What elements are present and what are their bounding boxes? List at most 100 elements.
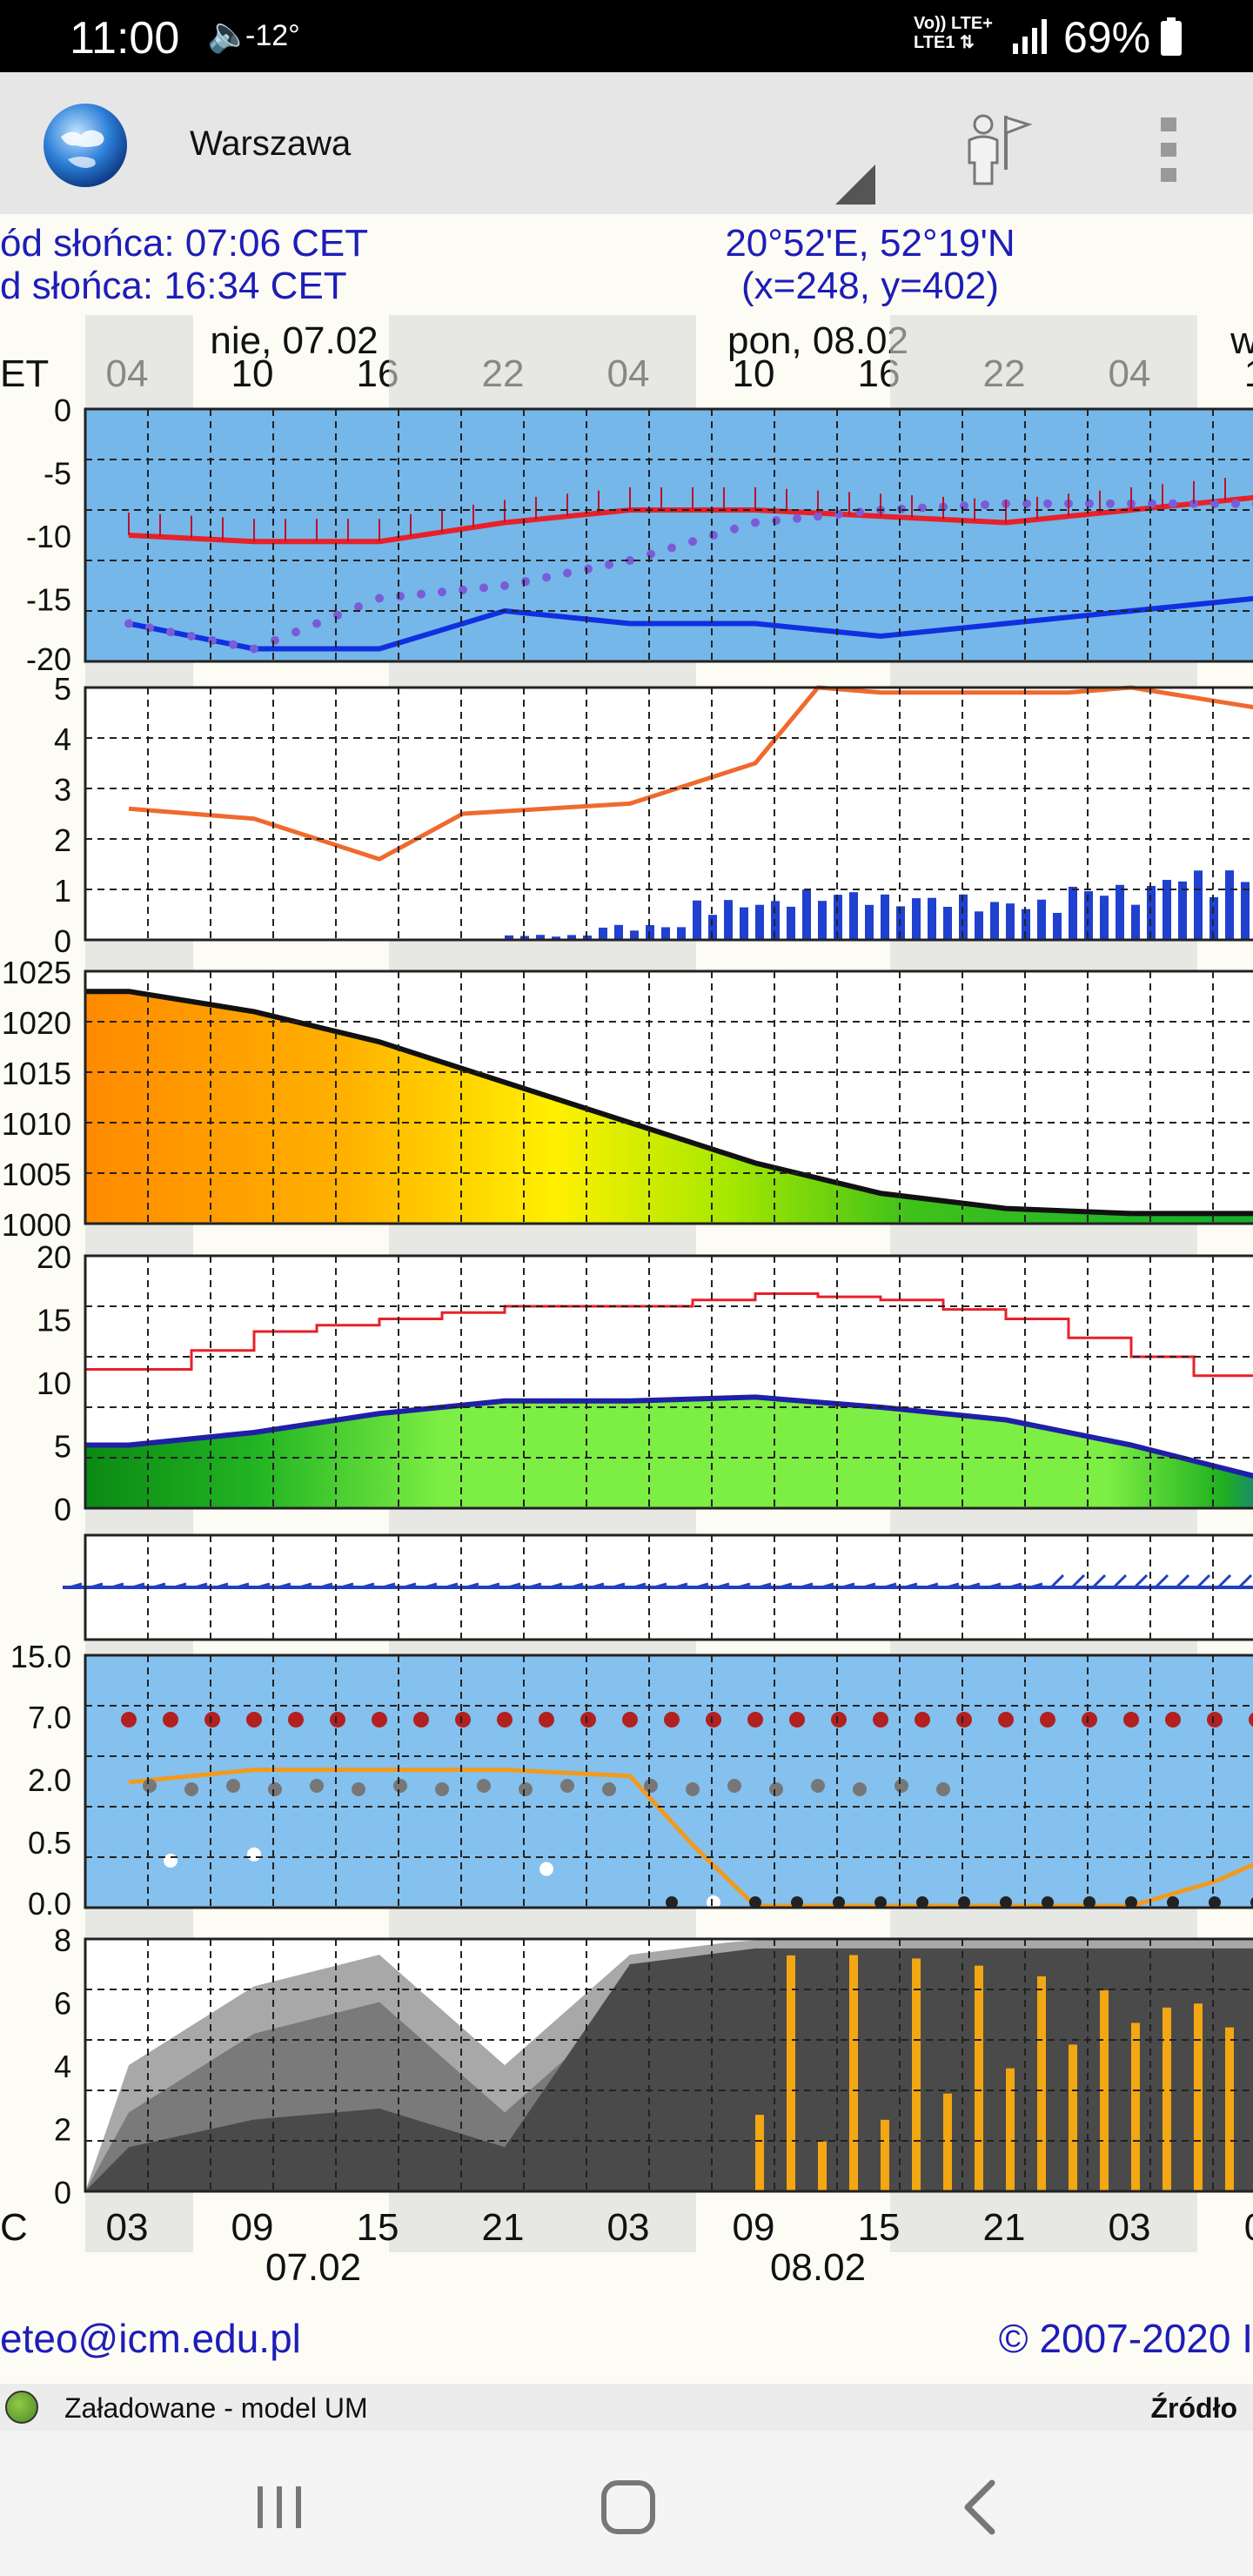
dewpoint-dot [166,627,175,637]
location-title[interactable]: Warszawa [190,124,352,163]
dewpoint-dot [375,594,384,603]
wind-arrow [507,1582,521,1589]
wind-arrow [236,1582,250,1589]
precip-bar [755,904,764,940]
precip-bar [1209,896,1218,940]
wind-arrow [215,1582,229,1589]
visibility-dot-gray [310,1779,324,1793]
precip-bar [912,898,921,940]
wind-arrow [111,1582,124,1589]
cloud-ytick: 0 [54,2175,71,2210]
visibility-dot-white [707,1895,720,1909]
dewpoint-dot [208,635,217,645]
wind-arrow [131,1582,145,1589]
recents-icon[interactable] [245,2472,315,2542]
temp-ytick: 0 [54,392,71,428]
app-bar: Warszawa [0,72,1253,214]
wind-arrow [549,1582,563,1589]
panel-background [85,1655,1253,1908]
loading-status-bar: Załadowane - model UM Źródło [0,2384,1253,2431]
grid-point-label: (x=248, y=402) [741,265,999,307]
cloud-precip-bar [818,2141,827,2191]
dewpoint-dot [584,564,593,574]
precip-bar [1006,903,1015,940]
visibility-dot-red [372,1712,387,1727]
visibility-dot-black [666,1896,678,1909]
cloud-precip-bar [787,1955,795,2191]
precip-bar [943,906,952,940]
meteogram-canvas: ód słońca: 07:06 CET d słońca: 16:34 CET… [0,222,1253,2361]
precip-bar [1225,870,1234,940]
visibility-dot-white [539,1862,553,1876]
visibility-dot-red [956,1712,972,1727]
wind-arrow [883,1582,897,1589]
dewpoint-dot [688,537,697,547]
panel-frame [84,969,1253,1225]
dewpoint-dot [855,507,864,517]
visibility-dot-red [831,1712,847,1727]
precip-ytick: 1 [54,873,71,909]
visibility-dot-gray [226,1779,240,1793]
visibility-dot-black [916,1896,928,1909]
precip-bar [787,906,795,940]
precip-bar [928,897,936,940]
wind-arrow [1029,1582,1043,1589]
visibility-ytick: 7.0 [28,1700,71,1735]
visibility-dot-gray [853,1782,867,1796]
wind-arrow [591,1582,605,1589]
visibility-dot-red [1165,1712,1181,1727]
visibility-dot-red [121,1712,137,1727]
visibility-dot-gray [184,1782,198,1796]
dewpoint-dot [960,501,968,511]
top-hour-label: 10 [733,352,775,395]
dewpoint-dot [897,504,906,513]
pressure-ytick: 1015 [2,1056,71,1091]
dewpoint-dot [563,568,572,578]
precip-bar [881,894,889,940]
wind-arrow [633,1582,647,1589]
top-day-label: nie, 07.02 [210,319,378,362]
overflow-menu-icon[interactable] [1147,111,1190,189]
visibility-dot-gray [936,1782,950,1796]
dewpoint-dot [1169,499,1177,508]
visibility-dot-red [706,1712,721,1727]
dewpoint-dot [479,583,488,593]
back-icon[interactable] [947,2472,1016,2542]
precip-bar [1116,884,1124,940]
visibility-dot-black [791,1896,803,1909]
precip-bar [865,904,874,940]
wind-arrow [69,1582,83,1589]
dewpoint-dot [145,623,154,633]
visibility-ytick: 0.0 [28,1886,71,1922]
bottom-hour-label: 09 [733,2206,775,2249]
visibility-dot-black [1250,1897,1253,1908]
person-flag-icon[interactable] [957,109,1035,187]
battery-percent: 69% [1063,13,1151,62]
status-indicator-icon [5,2391,38,2424]
wind-arrow [612,1582,626,1589]
visibility-dot-gray [435,1782,449,1796]
wind-arrow [1216,1573,1232,1589]
network-line-1: Vo)) LTE+ [914,14,993,33]
visibility-dot-black [1000,1896,1012,1909]
visibility-dot-red [288,1712,304,1727]
wind-arrow [946,1582,960,1589]
bottom-hour-label: 21 [482,2206,525,2249]
wind-arrow [319,1582,333,1589]
precip-bar [849,892,858,940]
precip-bar [1084,891,1093,940]
dewpoint-dot [834,509,843,519]
volume-icon: 🔈 [207,16,251,54]
precip-probability-line [128,685,1253,862]
precip-ytick: 3 [54,772,71,808]
dropdown-corner-icon[interactable] [834,163,877,206]
footer-email[interactable]: eteo@icm.edu.pl [0,2316,301,2361]
dewpoint-dot [1085,499,1094,508]
source-link[interactable]: Źródło [1150,2392,1237,2424]
meteogram[interactable]: ód słońca: 07:06 CET d słońca: 16:34 CET… [0,214,1253,2384]
wind-arrow [862,1582,876,1589]
visibility-dot-black [874,1896,887,1909]
home-icon[interactable] [593,2472,663,2542]
globe-icon[interactable] [42,102,129,189]
wind-arrow [674,1582,688,1589]
